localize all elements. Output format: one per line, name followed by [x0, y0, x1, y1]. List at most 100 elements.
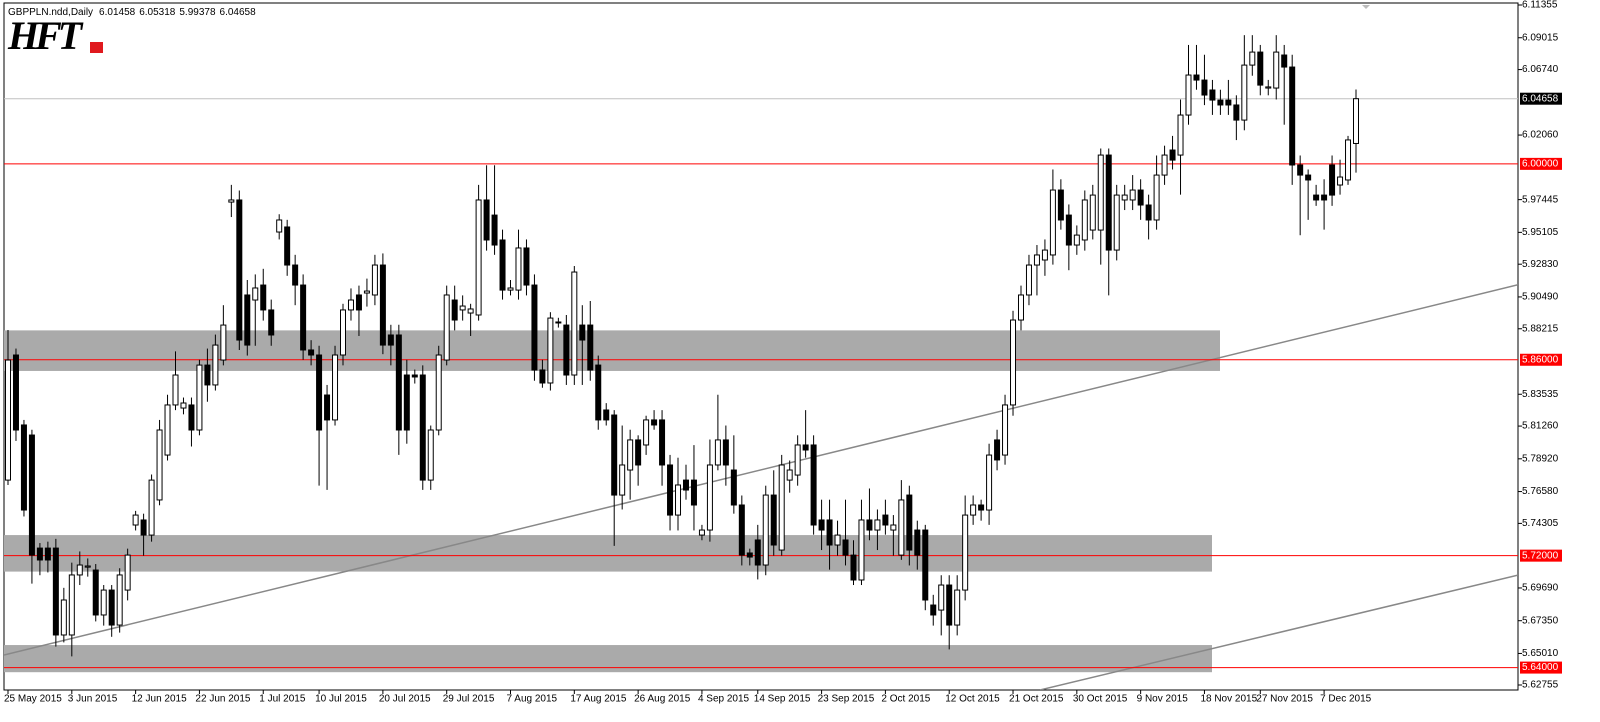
x-tick-label: 23 Sep 2015 [818, 694, 875, 705]
candle-body [802, 444, 809, 451]
y-tick-label: 6.06740 [1522, 64, 1559, 75]
candle-body [579, 324, 586, 341]
x-tick-label: 14 Sep 2015 [754, 694, 811, 705]
candle-body [1129, 189, 1136, 201]
x-tick-label: 20 Jul 2015 [379, 694, 431, 705]
candle-body [196, 364, 203, 431]
candle-body [1353, 98, 1359, 144]
candle-body [770, 494, 777, 546]
candle-body [435, 354, 442, 431]
candle-body [619, 464, 626, 496]
candle-body [1097, 154, 1104, 231]
x-tick-label: 18 Nov 2015 [1200, 694, 1257, 705]
y-tick-label: 5.95105 [1522, 227, 1559, 238]
candle-body [308, 349, 315, 356]
candle-body [938, 584, 945, 611]
price-label: 6.04658 [1522, 93, 1559, 104]
candle-body [1313, 194, 1320, 201]
candle-body [1041, 249, 1048, 261]
candle-body [651, 419, 658, 426]
y-tick-label: 5.81260 [1522, 421, 1559, 432]
level-label: 5.86000 [1522, 354, 1559, 365]
candle-body [690, 479, 697, 506]
candle-body [483, 199, 490, 241]
candle-body [228, 199, 235, 203]
x-tick-label: 25 May 2015 [4, 694, 62, 705]
candle-body [387, 334, 394, 346]
header-close: 6.04658 [220, 7, 257, 18]
candle-body [1297, 164, 1304, 176]
candle-body [316, 354, 323, 431]
candle-body [810, 444, 817, 526]
candle-body [1185, 74, 1192, 116]
header-high: 6.05318 [139, 7, 176, 18]
candle-body [1137, 189, 1144, 206]
symbol: GBPPLN.ndd,Daily [8, 7, 93, 18]
candle-body [347, 299, 354, 311]
candle-body [1233, 104, 1240, 121]
x-tick-label: 30 Oct 2015 [1073, 694, 1128, 705]
x-tick-label: 9 Nov 2015 [1137, 694, 1189, 705]
y-tick-label: 5.74305 [1522, 518, 1559, 529]
price-axis: 6.11355 6.09015 6.06740 6.02060 5.97445 5.951… [1518, 0, 1562, 691]
candle-body [443, 294, 450, 361]
candle-body [898, 499, 905, 556]
candle-body [722, 439, 729, 466]
candle-body [978, 504, 985, 511]
candle-body [874, 519, 881, 531]
candle-body [531, 284, 538, 371]
candle-body [547, 317, 554, 384]
candle-body [116, 574, 123, 626]
candle-body [738, 504, 745, 556]
candle-body [555, 321, 562, 324]
logo: HFT [7, 13, 84, 58]
candle-body [1057, 189, 1064, 221]
candle-body [475, 199, 482, 316]
candle-body [20, 424, 27, 511]
candle-body [746, 552, 753, 558]
candle-body [300, 284, 307, 351]
candle-body [507, 287, 514, 291]
y-tick-label: 6.11355 [1522, 0, 1558, 11]
candle-body [698, 529, 705, 536]
header-low: 5.99378 [179, 7, 216, 18]
candle-body [946, 584, 953, 626]
candle-body [172, 374, 179, 406]
level-label: 5.72000 [1522, 550, 1559, 561]
trendline [1039, 574, 1518, 690]
y-tick-label: 5.97445 [1522, 194, 1559, 205]
y-tick-label: 5.65010 [1522, 648, 1559, 659]
x-tick-label: 27 Nov 2015 [1256, 694, 1313, 705]
candle-body [842, 539, 849, 556]
candle-body [523, 247, 530, 286]
candle-body [36, 547, 43, 561]
candle-body [332, 354, 339, 421]
plot-area [4, 35, 1518, 690]
y-tick-label: 5.76580 [1522, 486, 1559, 497]
candle-body [252, 287, 259, 301]
candle-body [1201, 79, 1208, 96]
y-tick-label: 5.90490 [1522, 292, 1559, 303]
candle-body [1025, 264, 1032, 296]
candle-body [730, 469, 737, 506]
x-tick-label: 12 Jun 2015 [132, 694, 187, 705]
candle-body [1089, 194, 1096, 231]
x-tick-label: 1 Jul 2015 [259, 694, 306, 705]
candle-body [411, 374, 418, 378]
candle-body [148, 479, 155, 536]
candle-body [515, 247, 522, 291]
candle-body [363, 290, 370, 294]
candle-body [1033, 254, 1040, 266]
candle-body [1281, 54, 1288, 68]
candle-body [914, 529, 921, 556]
candle-body [419, 374, 426, 481]
candle-body [611, 414, 618, 496]
x-tick-label: 17 Aug 2015 [570, 694, 627, 705]
candle-body [28, 434, 35, 556]
y-tick-label: 5.83535 [1522, 389, 1559, 400]
candle-body [60, 599, 67, 636]
candle-body [1321, 194, 1328, 201]
candle-body [403, 374, 410, 431]
